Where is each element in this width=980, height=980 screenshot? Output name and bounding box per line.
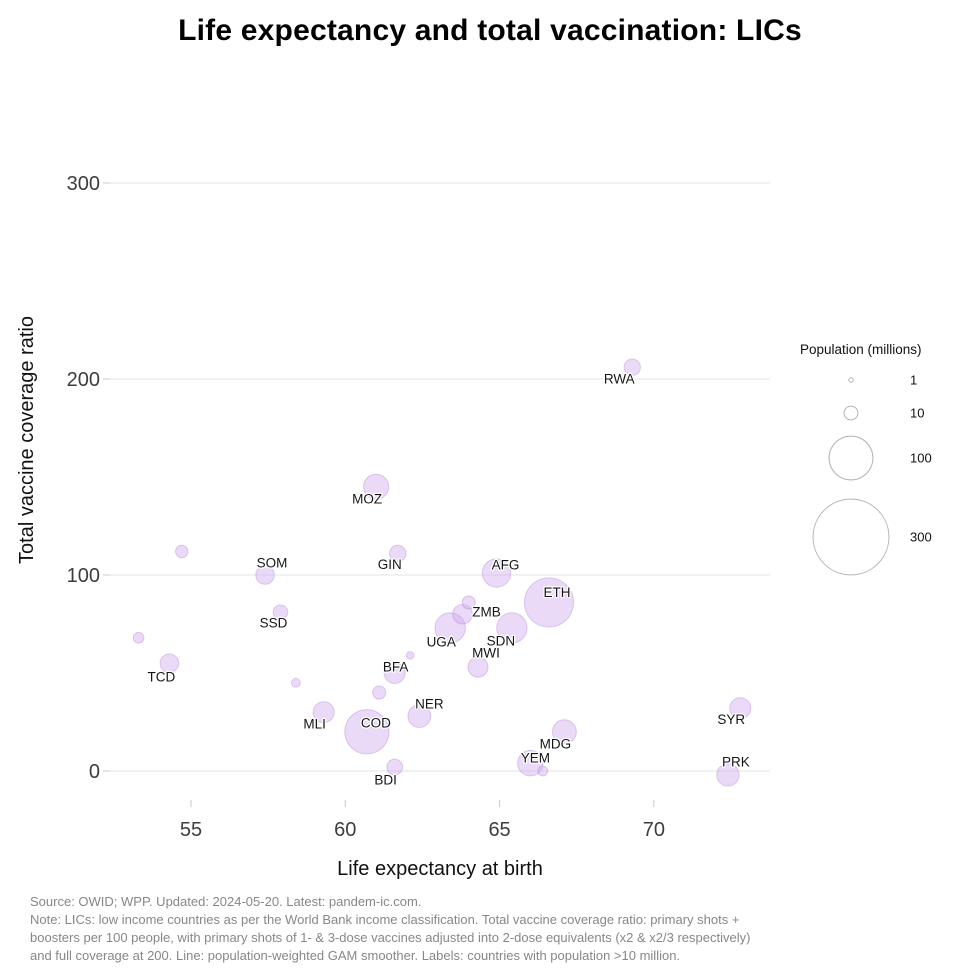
gridlines	[110, 182, 770, 772]
bubble-MLI	[312, 701, 335, 724]
bubble-SSD	[272, 604, 289, 621]
country-label-NER: NER	[415, 697, 444, 712]
legend-circle-1	[848, 377, 854, 383]
country-labels: TCD SOM SSD MLI COD MOZ BDI BFA GIN NER UGA ZMB MWI A…	[146, 370, 751, 788]
bubble-MWI	[467, 656, 489, 678]
size-legend: Population (millions) 1 10 100 300	[800, 342, 932, 576]
bubble-SYR	[729, 697, 752, 720]
bubble-unlabeled	[291, 677, 301, 688]
bubble-unlabeled	[372, 685, 387, 700]
footer-line-note-3: and full coverage at 200. Line: populati…	[30, 948, 681, 963]
bubble-YEM	[517, 749, 544, 777]
y-tick-label-100: 100	[67, 565, 100, 587]
x-tick-label-70: 70	[643, 819, 665, 841]
country-label-ETH: ETH	[543, 585, 570, 600]
country-label-COD: COD	[361, 715, 391, 730]
bubble-unlabeled	[405, 651, 415, 660]
bubble-UGA	[434, 612, 466, 644]
footer-line-source: Source: OWID; WPP. Updated: 2024-05-20. …	[30, 894, 422, 909]
x-tick-label-60: 60	[334, 819, 356, 841]
legend-label-300: 300	[910, 530, 932, 545]
legend-label-10: 10	[910, 406, 924, 421]
legend-label-100: 100	[910, 451, 932, 466]
country-label-TCD: TCD	[148, 670, 176, 685]
bubble-PRK	[716, 763, 740, 787]
y-tick-label-0: 0	[89, 761, 100, 783]
country-label-AFG: AFG	[492, 558, 520, 573]
bubble-unlabeled	[461, 595, 476, 610]
country-label-RWA: RWA	[604, 372, 635, 387]
bubble-COD	[344, 709, 390, 755]
bubble-SDN	[496, 612, 528, 644]
x-tick-label-55: 55	[180, 819, 202, 841]
bubble-ZMB	[452, 603, 473, 625]
country-label-MOZ: MOZ	[352, 491, 382, 506]
bubble-NER	[407, 704, 432, 728]
bubble-BDI	[386, 758, 404, 776]
bubble-GIN	[389, 544, 407, 563]
legend-circle-10	[843, 405, 859, 421]
footer-line-note-1: Note: LICs: low income countries as per …	[30, 912, 740, 927]
country-label-PRK: PRK	[722, 754, 750, 769]
bubble-BFA	[383, 661, 406, 685]
y-axis-title: Total vaccine coverage ratio	[16, 316, 38, 564]
bubble-unlabeled	[132, 631, 145, 644]
y-tick-label-200: 200	[67, 369, 100, 391]
legend-title: Population (millions)	[800, 342, 922, 357]
country-label-MWI: MWI	[472, 646, 500, 661]
axis-ticks	[103, 182, 655, 807]
y-tick-label-300: 300	[67, 173, 100, 195]
legend-circle-100	[828, 435, 874, 481]
x-tick-label-65: 65	[488, 819, 510, 841]
axis-tick-labels: 0 100 200 300 55 60 65 70	[67, 173, 665, 841]
country-label-ZMB: ZMB	[472, 605, 501, 620]
country-label-SYR: SYR	[717, 712, 745, 727]
country-label-BDI: BDI	[374, 773, 397, 788]
x-axis-title: Life expectancy at birth	[337, 858, 543, 880]
footer-note: Source: OWID; WPP. Updated: 2024-05-20. …	[30, 893, 960, 965]
bubble-MDG	[551, 719, 577, 745]
bubble-unlabeled	[537, 765, 549, 777]
country-label-BFA: BFA	[383, 660, 409, 675]
country-label-GIN: GIN	[378, 557, 402, 572]
country-label-SOM: SOM	[257, 556, 288, 571]
legend-label-1: 1	[910, 373, 917, 388]
legend-circle-300	[812, 498, 890, 576]
country-label-MLI: MLI	[303, 717, 326, 732]
bubble-MOZ	[363, 473, 390, 500]
bubble-SOM	[255, 565, 275, 585]
country-label-SSD: SSD	[260, 616, 288, 631]
data-bubbles	[132, 358, 752, 787]
country-label-UGA: UGA	[427, 634, 456, 649]
bubble-RWA	[623, 358, 641, 376]
bubble-unlabeled	[175, 544, 189, 559]
bubble-AFG	[481, 558, 512, 588]
bubble-TCD	[159, 653, 180, 673]
page-title: Life expectancy and total vaccination: L…	[178, 14, 802, 47]
country-label-SDN: SDN	[487, 633, 516, 648]
bubble-ETH	[523, 577, 575, 628]
country-label-MDG: MDG	[540, 736, 572, 751]
country-label-YEM: YEM	[521, 751, 550, 766]
footer-line-note-2: boosters per 100 people, with primary sh…	[30, 930, 751, 945]
legend-items: 1 10 100 300	[812, 373, 932, 576]
